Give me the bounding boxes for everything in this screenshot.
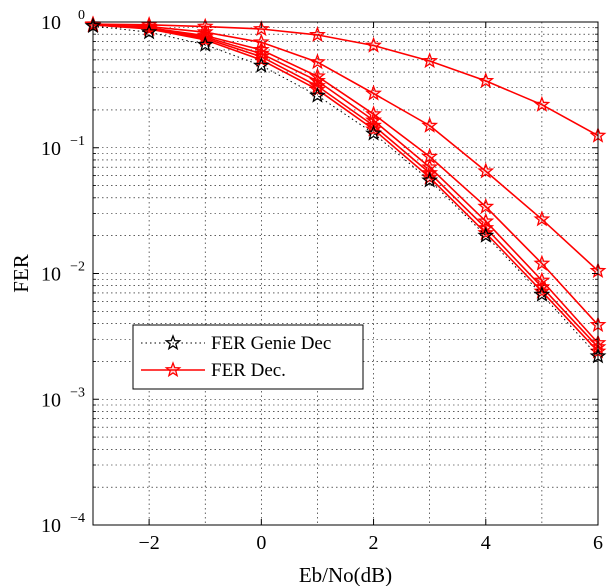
data-point-genie	[252, 56, 270, 73]
legend-label: FER Dec.	[211, 360, 286, 381]
y-tick-label: 10	[41, 12, 61, 34]
x-axis-title: Eb/No(dB)	[299, 563, 392, 586]
data-point-dec	[309, 53, 326, 70]
data-point-dec	[252, 33, 270, 50]
y-tick-exponent: −3	[70, 385, 85, 400]
data-point-dec	[309, 67, 326, 84]
data-point-dec	[533, 271, 551, 288]
legend-label: FER Genie Dec	[211, 333, 331, 354]
data-point-dec	[533, 210, 551, 227]
data-point-dec	[421, 116, 439, 133]
y-tick-exponent: −1	[70, 134, 85, 149]
data-point-dec	[421, 52, 439, 69]
data-point-dec	[421, 147, 439, 164]
data-point-genie	[533, 285, 551, 302]
data-point-dec	[365, 105, 382, 122]
y-tick-label: 10	[41, 138, 61, 160]
series-line-dec	[92, 24, 599, 352]
data-point-genie	[140, 23, 158, 40]
series-line-dec	[92, 24, 599, 348]
series-line-genie	[92, 25, 599, 357]
data-point-dec	[252, 20, 270, 37]
data-point-dec	[477, 162, 495, 179]
y-axis-title: FER	[9, 254, 33, 293]
x-tick-label: 2	[369, 532, 379, 554]
series-line-dec	[92, 24, 599, 272]
legend: FER Genie Dec FER Dec.	[132, 324, 364, 390]
data-point-genie	[365, 124, 382, 141]
series-layer	[84, 15, 607, 364]
y-tick-exponent: −4	[70, 511, 85, 526]
data-point-dec	[533, 254, 551, 271]
legend-marker	[164, 361, 182, 378]
x-tick-label: 0	[256, 532, 266, 554]
data-point-dec	[196, 23, 214, 40]
data-point-dec	[309, 72, 326, 89]
data-point-dec	[421, 158, 439, 175]
series-line-dec	[92, 24, 599, 344]
x-tick-label: 6	[593, 532, 603, 554]
data-point-dec	[477, 212, 495, 229]
data-point-genie	[196, 35, 214, 52]
legend-marker	[164, 334, 182, 351]
data-point-genie	[309, 86, 326, 103]
data-point-genie	[477, 226, 495, 243]
y-tick-exponent: −2	[70, 260, 85, 275]
legend-box	[132, 324, 364, 390]
y-tick-label: 10	[41, 264, 61, 286]
y-tick-label: 10	[41, 389, 61, 411]
y-tick-label: 10	[41, 515, 61, 537]
data-point-dec	[365, 84, 382, 101]
data-point-dec	[477, 197, 495, 214]
y-tick-exponent: 0	[78, 8, 85, 23]
data-point-genie	[421, 171, 439, 188]
data-point-dec	[252, 41, 270, 58]
data-point-dec	[365, 36, 382, 53]
axis-ticks: −2 0 2 4 6 10 0 10 −1 10 −2 10 −3 10 −4	[41, 8, 603, 554]
series-line-dec	[92, 24, 599, 326]
data-point-dec	[196, 17, 214, 34]
data-point-dec	[477, 72, 495, 89]
series-line-dec	[92, 23, 599, 137]
x-tick-label: −2	[138, 532, 159, 554]
x-tick-label: 4	[481, 532, 491, 554]
data-point-dec	[309, 26, 326, 43]
data-point-dec	[533, 95, 551, 112]
